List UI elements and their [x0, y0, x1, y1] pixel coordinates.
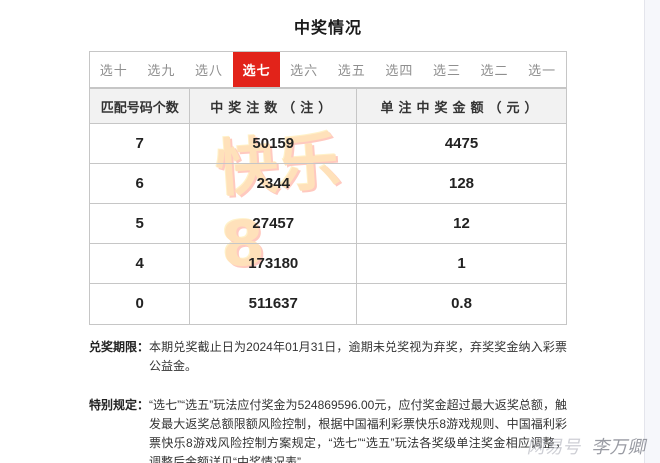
redemption-deadline-note: 兑奖期限： 本期兑奖截止日为2024年01月31日，逾期未兑奖视为弃奖，弃奖奖金…: [89, 338, 567, 376]
cell-bets: 27457: [189, 203, 358, 244]
tab-select-two[interactable]: 选二: [480, 63, 509, 78]
special-rules-text: “选七”“选五”玩法应付奖金为524869596.00元，应付奖金超过最大返奖总…: [149, 397, 567, 463]
credit-watermark-name: 李万卿: [590, 437, 649, 457]
cell-amount: 0.8: [356, 283, 566, 324]
cell-amount: 4475: [356, 123, 566, 164]
cell-matched: 6: [90, 163, 191, 204]
tab-select-six[interactable]: 选六: [290, 63, 319, 78]
cell-bets: 511637: [189, 283, 358, 324]
tab-select-eight[interactable]: 选八: [194, 63, 223, 78]
tab-select-nine[interactable]: 选九: [147, 63, 176, 78]
table-row: 0 511637 0.8: [90, 283, 566, 324]
cell-matched: 0: [90, 283, 191, 324]
tab-select-five[interactable]: 选五: [337, 63, 366, 78]
tab-select-one[interactable]: 选一: [528, 63, 557, 78]
cell-bets: 50159: [189, 123, 358, 164]
redemption-deadline-text: 本期兑奖截止日为2024年01月31日，逾期未兑奖视为弃奖，弃奖奖金纳入彩票公益…: [149, 339, 567, 373]
special-rules-label: 特别规定：: [89, 397, 150, 412]
tab-select-seven[interactable]: 选七: [232, 52, 281, 87]
page-edge-strip: [644, 0, 660, 463]
tab-select-four[interactable]: 选四: [385, 63, 414, 78]
notes-section: 兑奖期限： 本期兑奖截止日为2024年01月31日，逾期未兑奖视为弃奖，弃奖奖金…: [89, 338, 567, 463]
redemption-deadline-label: 兑奖期限：: [89, 339, 150, 354]
header-matched-count: 匹配号码个数: [90, 88, 191, 124]
special-rules-note: 特别规定： “选七”“选五”玩法应付奖金为524869596.00元，应付奖金超…: [89, 396, 567, 463]
table-row: 6 2344 128: [90, 163, 566, 204]
cell-bets: 173180: [189, 243, 358, 284]
header-winning-bets: 中奖注数（注）: [189, 88, 358, 124]
main-content: 中奖情况 选十 选九 选八 选七 选六 选五 选四 选三 选二 选一 匹配号码个…: [89, 0, 567, 463]
cell-matched: 5: [90, 203, 191, 244]
cell-matched: 4: [90, 243, 191, 284]
prize-table: 匹配号码个数 中奖注数（注） 单注中奖金额（元） 7 50159 4475 6 …: [90, 88, 566, 324]
tab-select-ten[interactable]: 选十: [99, 63, 128, 78]
table-row: 7 50159 4475: [90, 123, 566, 164]
cell-amount: 12: [356, 203, 566, 244]
tab-select-three[interactable]: 选三: [432, 63, 461, 78]
page-title: 中奖情况: [293, 20, 362, 37]
header-prize-amount: 单注中奖金额（元）: [356, 88, 566, 124]
game-type-tabbar: 选十 选九 选八 选七 选六 选五 选四 选三 选二 选一: [90, 52, 566, 88]
prize-panel: 选十 选九 选八 选七 选六 选五 选四 选三 选二 选一 匹配号码个数 中奖注…: [89, 51, 567, 325]
cell-amount: 128: [356, 163, 566, 204]
table-header-row: 匹配号码个数 中奖注数（注） 单注中奖金额（元）: [90, 88, 566, 124]
cell-matched: 7: [90, 123, 191, 164]
table-row: 4 173180 1: [90, 243, 566, 284]
cell-bets: 2344: [189, 163, 358, 204]
table-row: 5 27457 12: [90, 203, 566, 244]
cell-amount: 1: [356, 243, 566, 284]
